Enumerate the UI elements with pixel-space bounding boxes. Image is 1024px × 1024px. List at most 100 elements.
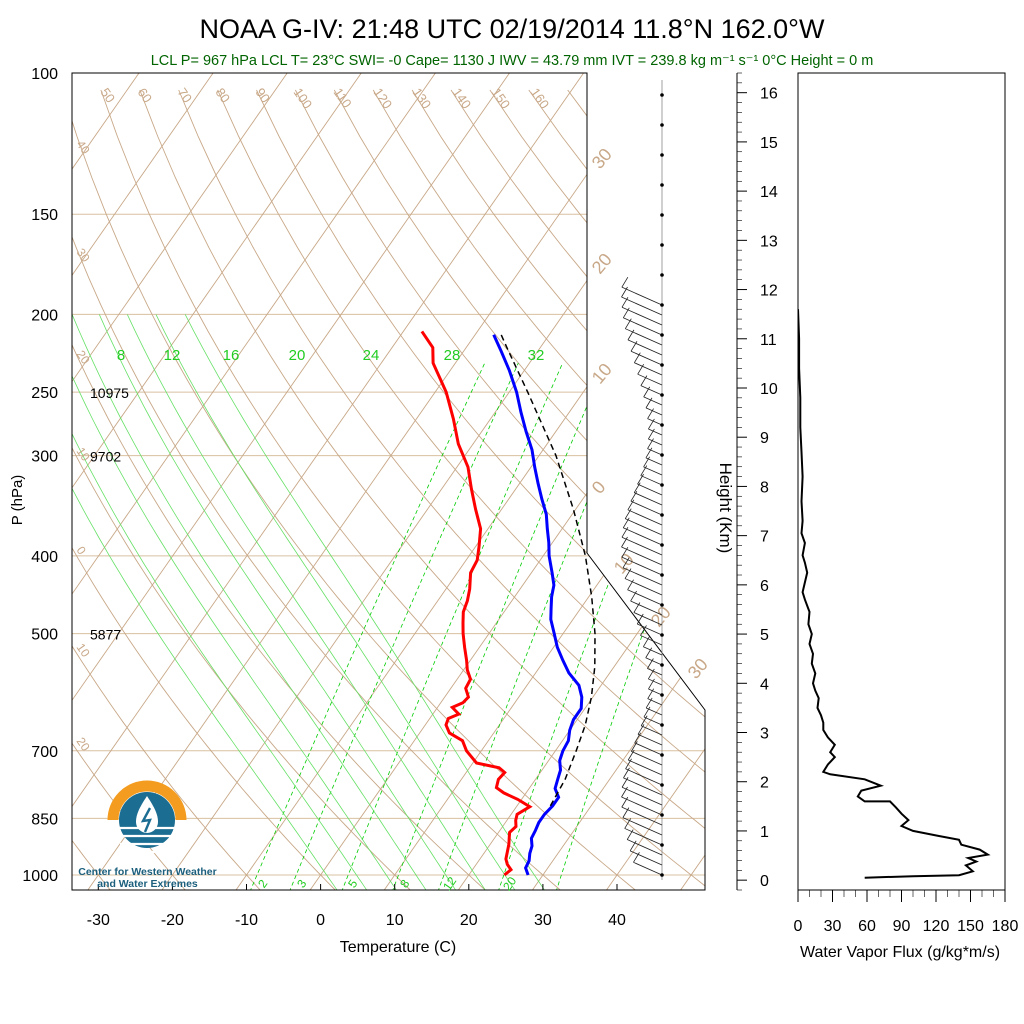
- moist-adiabat-line: [72, 314, 339, 890]
- wind-barb-flag: [629, 840, 637, 852]
- wind-barb-flag: [622, 557, 630, 568]
- flux-y-tick-label: 4: [760, 676, 769, 693]
- wind-barb-flag: [624, 508, 632, 519]
- flux-x-tick-label: 60: [858, 918, 876, 935]
- isotherm-line: [456, 73, 705, 890]
- dry-adiabat-line: [72, 89, 263, 890]
- dry-adiabat-line: [72, 89, 563, 890]
- isotherm-left-label: 40: [74, 138, 93, 157]
- wind-barb: [623, 527, 663, 546]
- flux-y-tick-label: 11: [760, 332, 777, 349]
- mixing-ratio-bottom-label: 8: [397, 877, 412, 891]
- wind-barb: [624, 828, 663, 846]
- isotherm-line: [72, 73, 597, 890]
- wind-barb-flag: [648, 678, 655, 690]
- flux-y-tick-label: 6: [760, 578, 769, 595]
- mixing-ratio-label: 28: [444, 347, 461, 364]
- x-tick-label: -20: [161, 912, 184, 929]
- moist-adiabat-label: 10: [588, 359, 616, 387]
- wind-barb: [634, 362, 663, 376]
- wind-barb-flag: [621, 526, 629, 538]
- wind-barb-flag: [622, 307, 630, 319]
- mixing-ratio-label: 32: [528, 347, 545, 364]
- dry-adiabat-top-label: 100: [291, 85, 316, 111]
- dry-adiabat-top-label: 50: [98, 85, 119, 105]
- wind-barb-flag: [648, 418, 655, 430]
- flux-x-tick-label: 150: [957, 918, 984, 935]
- wind-barb-dot: [660, 93, 664, 97]
- wind-barb-flag: [637, 724, 645, 735]
- wind-barb-dot: [660, 843, 664, 847]
- moist-adiabat-line: [72, 314, 428, 890]
- wind-barb: [625, 518, 663, 536]
- mixing-ratio-label: 20: [289, 347, 306, 364]
- wind-barb-flag: [643, 636, 650, 647]
- wind-barb: [621, 286, 663, 306]
- dry-adiabat-line: [72, 89, 188, 890]
- wind-barb-dot: [660, 303, 664, 307]
- wind-barb: [627, 589, 663, 606]
- wind-barb-dot: [660, 453, 664, 457]
- wind-barb: [637, 483, 663, 496]
- wind-barb: [621, 296, 663, 316]
- moist-adiabat-line: [72, 314, 369, 890]
- wind-barb: [625, 768, 663, 786]
- x-tick-label: 30: [534, 912, 552, 929]
- wind-barb-flag: [621, 546, 629, 558]
- wind-barb: [624, 578, 663, 596]
- isotherm-line: [0, 55, 3, 892]
- flux-y-tick-label: 13: [760, 233, 778, 250]
- mixing-ratio-bottom-label: 2: [255, 877, 270, 891]
- height-label: 9702: [90, 449, 121, 465]
- wind-barb-flag: [633, 482, 641, 493]
- flux-y-tick-label: 5: [760, 627, 769, 644]
- dry-adiabat-line: [489, 89, 705, 890]
- wind-barb: [643, 466, 663, 476]
- dry-adiabat-line: [178, 89, 705, 890]
- wind-barb: [621, 796, 663, 816]
- dry-adiabat-line: [256, 89, 705, 890]
- wind-barb: [621, 546, 663, 566]
- mixing-ratio-label: 12: [164, 347, 181, 364]
- wind-barb-flag: [640, 465, 648, 476]
- wind-barb-dot: [660, 543, 664, 547]
- dry-adiabat-top-label: 120: [371, 85, 396, 111]
- wind-barb-flag: [640, 625, 647, 636]
- wind-barb-dot: [660, 423, 664, 427]
- wind-barb: [643, 646, 663, 656]
- wind-barb-flag: [621, 536, 628, 548]
- wind-barb-flag: [647, 658, 654, 669]
- mixing-ratio-bottom-label: 5: [345, 877, 360, 891]
- wind-barb-flag: [636, 613, 644, 625]
- isotherm-line: [72, 73, 449, 890]
- wind-barb-flag: [621, 786, 628, 798]
- dry-adiabat-top-label: 60: [135, 85, 156, 105]
- wind-barb-flag: [637, 473, 644, 485]
- isotherm-line: [72, 73, 152, 890]
- isotherm-line: [604, 73, 705, 890]
- wind-barb-flag: [647, 408, 654, 419]
- wind-barb-flag: [647, 438, 654, 449]
- wind-barb: [637, 733, 663, 746]
- wind-barb-dot: [660, 333, 664, 337]
- wind-barb: [623, 777, 663, 796]
- wind-barb: [648, 438, 663, 446]
- isotherm-line: [753, 55, 1024, 892]
- wind-barb: [627, 339, 663, 356]
- x-tick-label: 20: [460, 912, 478, 929]
- y-tick-label: 850: [31, 811, 58, 828]
- wind-barb: [640, 635, 663, 646]
- wind-barb: [622, 817, 663, 836]
- mixing-ratio-line: [497, 362, 695, 890]
- wind-barb-flag: [622, 807, 630, 818]
- wind-barb-flag: [627, 579, 634, 590]
- flux-y-tick-label: 8: [760, 479, 769, 496]
- mixing-ratio-line: [249, 362, 486, 890]
- wind-barb-flag: [623, 767, 630, 779]
- logo-text-line2: and Water Extremes: [97, 878, 198, 890]
- flux-y-tick-label: 7: [760, 529, 769, 546]
- wind-barb-flag: [647, 668, 655, 680]
- flux-y-tick-label: 2: [760, 775, 769, 792]
- moist-adiabat-label: 0: [588, 477, 610, 498]
